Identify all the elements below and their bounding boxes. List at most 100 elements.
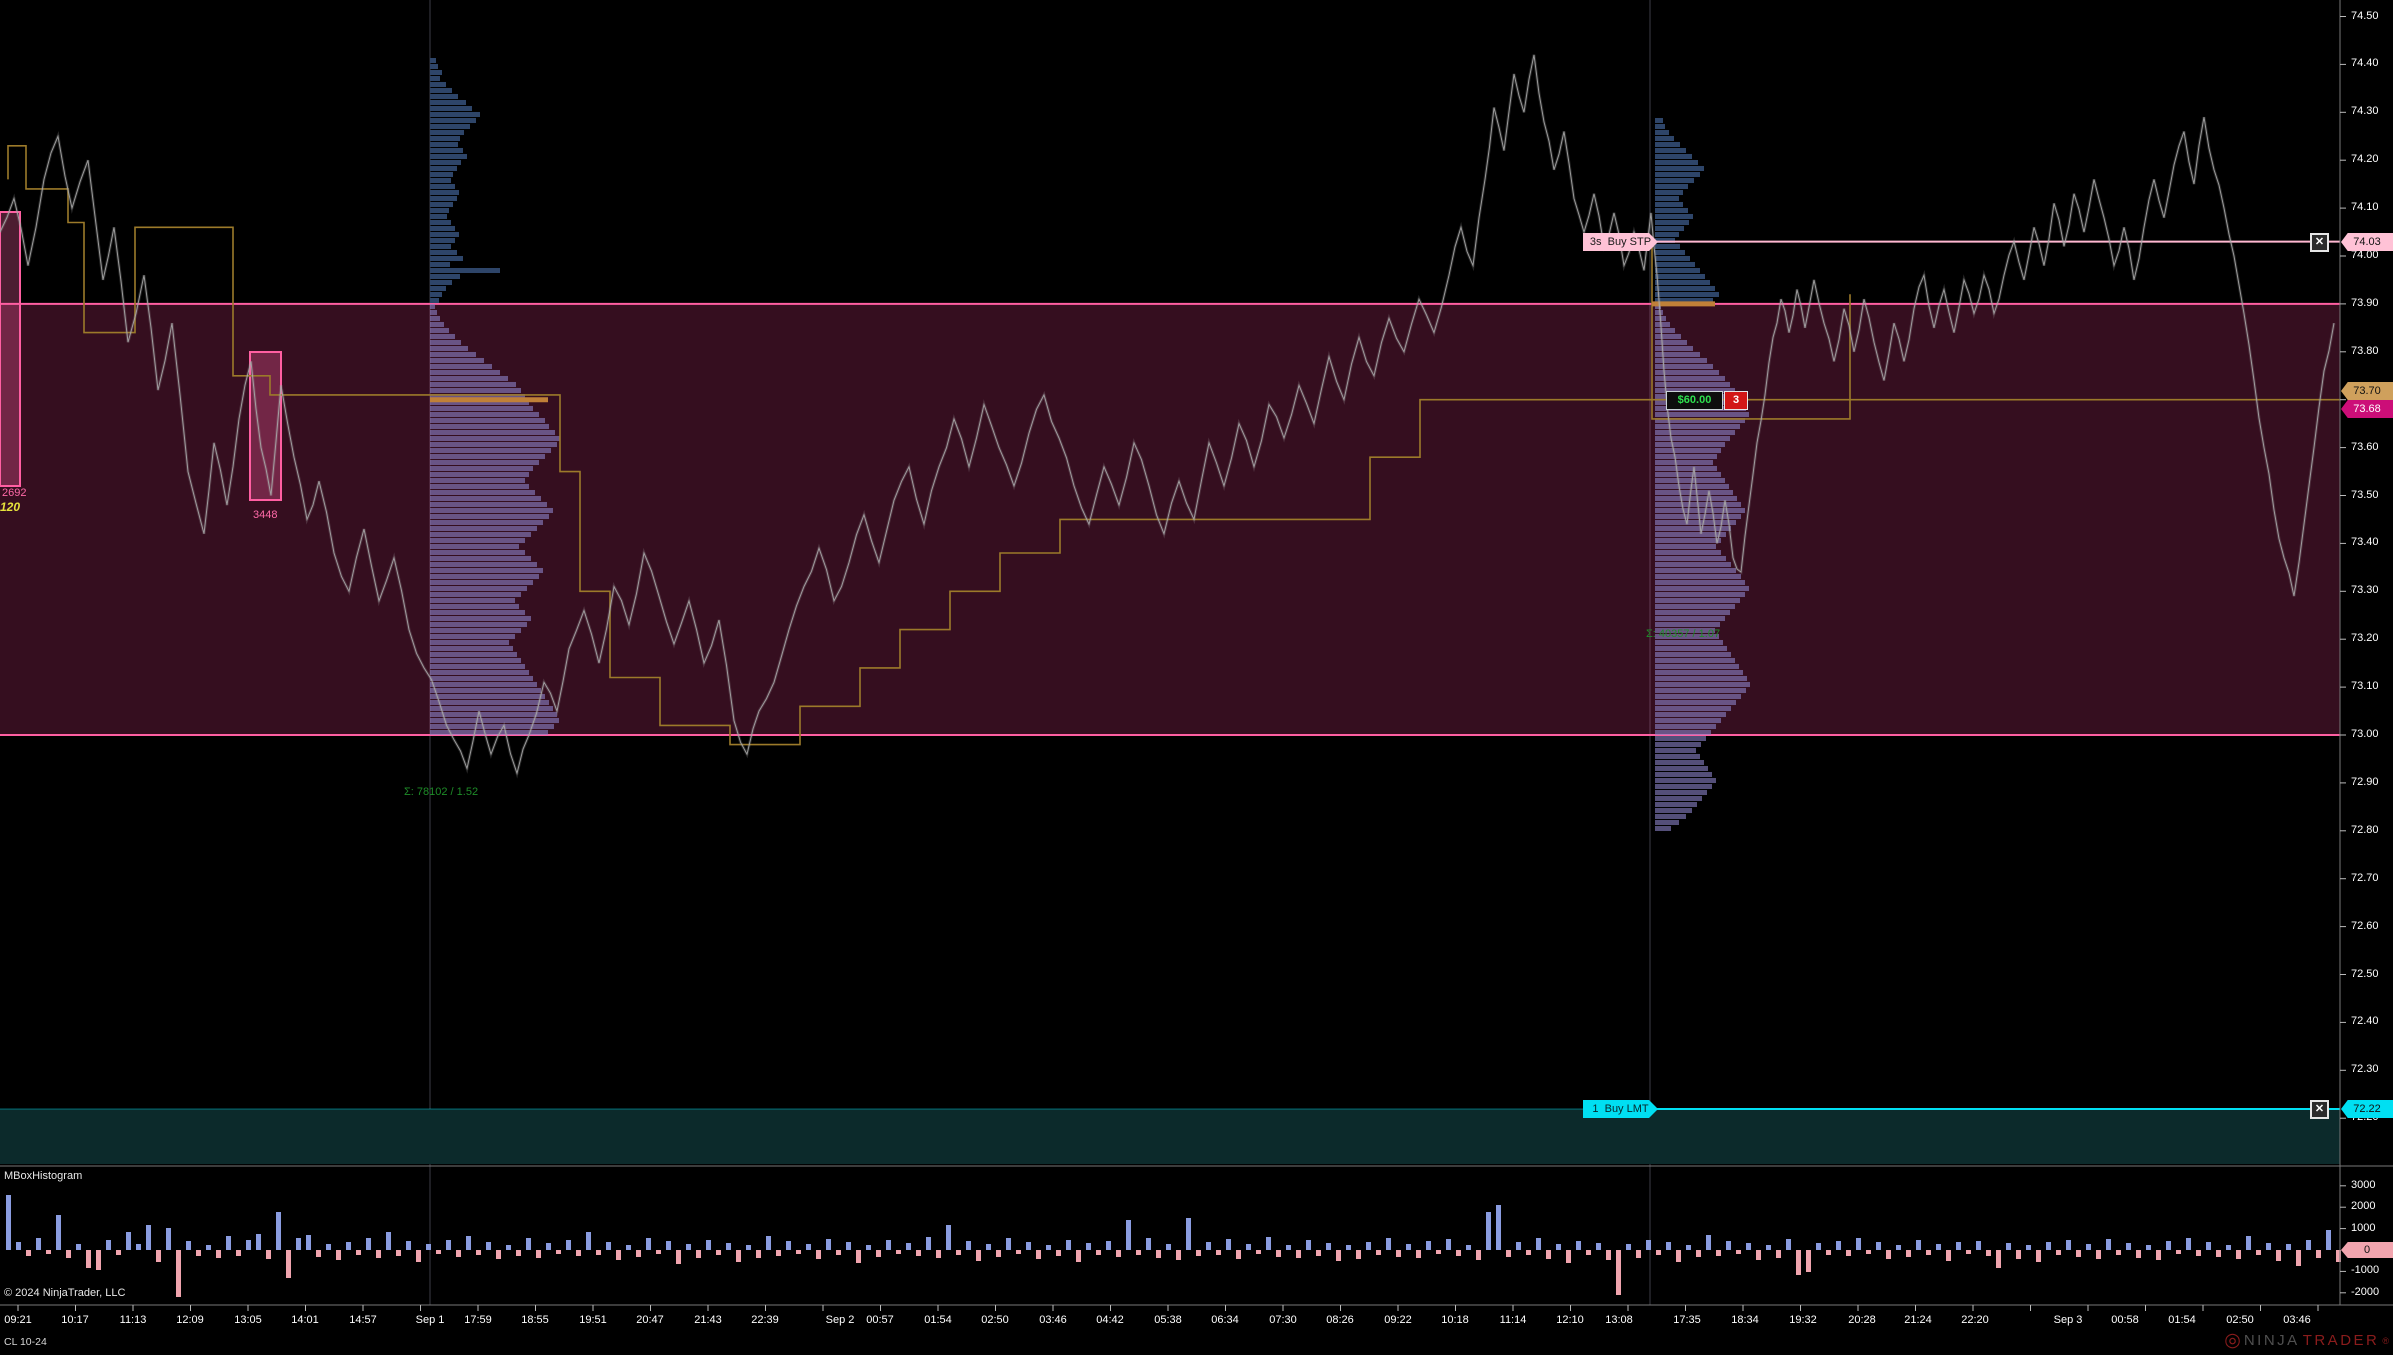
volume-profile-bar [430,580,533,585]
volume-profile-bar [430,76,440,81]
volume-profile-bar [430,622,527,627]
volume-profile-bar [1655,730,1711,735]
histogram-bar [1836,1241,1841,1250]
histogram-bar [396,1250,401,1256]
histogram-bar [126,1232,131,1250]
histogram-bar [146,1225,151,1250]
volume-profile-bar [430,472,529,477]
histogram-bar [796,1250,801,1254]
volume-profile-bar [1655,478,1725,483]
histogram-bar [466,1236,471,1250]
histogram-bar [1596,1243,1601,1250]
histogram-bar [1536,1238,1541,1250]
volume-profile-bar [430,454,545,459]
volume-profile-bar [430,628,521,633]
histogram-bar [1896,1245,1901,1250]
volume-profile-bar [1655,214,1693,219]
histogram-bar [1796,1250,1801,1275]
histogram-bar [1256,1250,1261,1254]
histogram-bar [976,1250,981,1261]
volume-profile-bar [1655,520,1736,525]
volume-profile-bar [1655,328,1675,333]
histogram-bar [1406,1244,1411,1250]
histogram-bar [406,1241,411,1250]
volume-profile-bar [1655,646,1727,651]
buy-limit-order-tag[interactable]: 1 Buy LMT [1583,1100,1658,1118]
volume-profile-bar [1655,370,1719,375]
cancel-limit-order-icon[interactable]: ✕ [2310,1100,2329,1119]
volume-profile-bar [1655,754,1700,759]
volume-profile-bar [430,490,535,495]
histogram-bar [846,1242,851,1250]
histogram-bar [1266,1237,1271,1250]
histogram-bar [1916,1240,1921,1250]
histogram-bar [1756,1250,1761,1260]
volume-profile-bar [1655,160,1698,165]
copyright-label: © 2024 NinjaTrader, LLC [4,1287,126,1299]
volume-profile-bar [1655,250,1685,255]
histogram-bar [686,1244,691,1250]
orange-box-line [1651,241,1851,420]
histogram-bar [16,1242,21,1250]
indicator-price-tag-7370: 73.70 [2341,382,2393,400]
histogram-bar [756,1250,761,1258]
volume-profile-bar [430,160,461,165]
histogram-bar [1366,1242,1371,1250]
volume-profile-bar [1655,784,1712,789]
volume-profile-bar [430,664,525,669]
histogram-bar [666,1241,671,1250]
histogram-bar [1396,1250,1401,1257]
volume-profile-bar [430,640,509,645]
histogram-bar [1776,1250,1781,1258]
histogram-bar [956,1250,961,1255]
volume-profile-bar [1655,286,1715,291]
volume-profile-bar [430,148,463,153]
histogram-bar [1726,1241,1731,1250]
volume-profile-bar [1655,430,1735,435]
stop-order-price-tag[interactable]: 74.03 [2341,233,2393,251]
position-qty-badge[interactable]: 3 [1724,391,1748,410]
volume-profile-bar [430,724,554,729]
histogram-bar [896,1250,901,1254]
histogram-bar [1646,1240,1651,1250]
histogram-bar [2146,1245,2151,1250]
volume-profile-bar [1655,172,1700,177]
volume-profile-bar [430,106,472,111]
volume-profile-bar [430,274,460,279]
histogram-bar [1096,1250,1101,1255]
histogram-bar [1116,1250,1121,1257]
histogram-bar [436,1250,441,1254]
cancel-stop-order-icon[interactable]: ✕ [2310,233,2329,252]
volume-profile-bar [430,400,529,405]
volume-profile-bar [1655,280,1710,285]
histogram-bar [636,1250,641,1257]
histogram-bar [1376,1250,1381,1255]
volume-profile-bar [430,682,537,687]
volume-profile-bar [1655,364,1713,369]
position-pnl-label[interactable]: $60.00 [1666,391,1723,410]
volume-profile-bar [1655,388,1735,393]
histogram-bar [1786,1239,1791,1250]
volume-profile-bar [1655,238,1675,243]
volume-profile-bar [430,634,515,639]
buy-stop-order-tag[interactable]: 3s Buy STP [1583,233,1658,251]
histogram-bar [1576,1241,1581,1250]
volume-profile-bar [430,706,553,711]
volume-profile-bar [1655,118,1663,123]
volume-profile-bar [1655,628,1715,633]
volume-profile-bar [1655,688,1746,693]
histogram-bar [376,1250,381,1258]
histogram-bar [1356,1250,1361,1259]
demand-zone [0,1109,2340,1164]
indicator-name-label: MBoxHistogram [4,1170,83,1182]
orange-step-line [7,145,2340,746]
volume-profile-bar [430,562,537,567]
volume-profile-bar [430,214,447,219]
volume-profile-bar [430,676,533,681]
limit-order-price-tag[interactable]: 72.22 [2341,1100,2393,1118]
histogram-bar [1966,1250,1971,1254]
histogram-bar [2026,1245,2031,1250]
histogram-bar [486,1242,491,1250]
